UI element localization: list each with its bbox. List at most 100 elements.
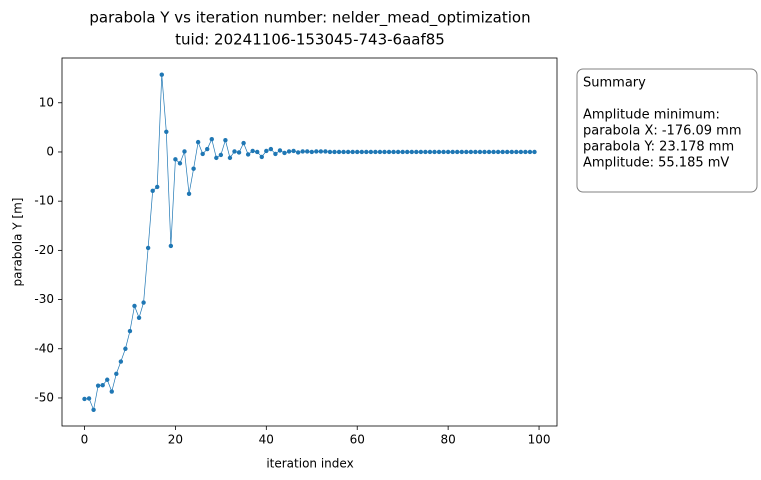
data-point <box>132 303 137 309</box>
data-point <box>127 328 133 334</box>
data-point <box>273 151 278 157</box>
data-point <box>264 148 269 154</box>
data-point <box>209 136 214 142</box>
data-point <box>509 149 514 155</box>
y-tick-label: -40 <box>34 341 54 355</box>
summary-line: parabola Y: 23.178 mm <box>583 140 734 155</box>
data-point <box>109 389 114 394</box>
data-point <box>182 149 187 154</box>
data-point <box>268 146 274 152</box>
data-point <box>223 137 228 143</box>
data-point <box>277 148 283 153</box>
data-point <box>527 149 533 155</box>
data-point <box>282 150 287 156</box>
data-point <box>82 396 87 402</box>
data-point <box>195 139 201 145</box>
data-point <box>232 149 237 154</box>
data-point <box>382 149 387 155</box>
data-point <box>214 155 219 161</box>
data-point <box>136 315 142 320</box>
data-point <box>177 161 183 166</box>
data-point <box>295 150 301 155</box>
data-point <box>486 149 492 155</box>
data-point <box>236 150 242 155</box>
data-point <box>405 149 410 155</box>
data-point <box>432 149 437 155</box>
data-point <box>386 149 392 155</box>
data-point <box>423 149 428 155</box>
data-point <box>200 151 205 157</box>
data-point <box>145 245 151 251</box>
data-point <box>155 184 160 190</box>
data-point <box>164 129 169 134</box>
data-point <box>414 149 419 155</box>
data-point <box>323 149 328 154</box>
data-point <box>400 149 405 155</box>
data-point <box>309 149 314 155</box>
data-point <box>391 149 396 155</box>
data-point <box>318 149 324 154</box>
data-point <box>305 149 310 154</box>
summary-box <box>576 68 758 193</box>
data-point <box>395 149 401 155</box>
data-point <box>241 140 246 146</box>
data-point <box>86 396 92 401</box>
data-point <box>300 149 305 154</box>
chart-title: parabola Y vs iteration number: nelder_m… <box>89 9 530 28</box>
data-point <box>345 149 351 155</box>
data-point <box>359 149 364 155</box>
chart-subtitle: tuid: 20241106-153045-743-6aaf85 <box>175 31 445 49</box>
y-tick-label: -50 <box>34 390 54 404</box>
data-point <box>441 149 446 155</box>
data-point <box>186 191 192 196</box>
data-point <box>218 152 224 158</box>
y-tick-label: 10 <box>39 95 54 109</box>
data-point <box>173 157 178 162</box>
data-point <box>91 407 96 412</box>
data-point <box>473 149 478 155</box>
data-point <box>459 149 464 155</box>
data-point <box>464 149 469 155</box>
data-point <box>123 346 128 351</box>
data-line <box>84 74 535 412</box>
data-point <box>327 149 333 155</box>
y-tick-label: 0 <box>46 144 54 158</box>
x-tick-label: 60 <box>350 433 365 447</box>
x-tick-label: 100 <box>528 433 551 447</box>
y-tick-label: -30 <box>34 292 54 306</box>
summary-line: Amplitude minimum: <box>583 108 720 123</box>
x-tick-label: 20 <box>168 433 183 447</box>
data-point <box>114 371 119 377</box>
data-point <box>373 149 378 155</box>
data-point <box>291 148 296 154</box>
x-tick-label: 0 <box>81 433 89 447</box>
data-point <box>336 149 342 155</box>
data-point <box>468 149 474 155</box>
data-point <box>314 149 319 154</box>
summary-line: Amplitude: 55.185 mV <box>583 156 729 171</box>
data-point <box>427 149 433 155</box>
data-point <box>495 149 501 155</box>
y-tick-label: -10 <box>34 194 54 208</box>
x-axis-label: iteration index <box>266 457 353 471</box>
data-point <box>227 155 233 161</box>
data-point <box>259 154 264 160</box>
data-point <box>523 149 528 155</box>
data-point <box>377 149 383 155</box>
data-point <box>491 149 496 155</box>
data-point <box>168 243 174 249</box>
data-point <box>105 377 110 382</box>
data-point <box>205 146 210 152</box>
data-point <box>436 149 442 155</box>
y-axis-label: parabola Y [m] <box>11 198 25 287</box>
data-point <box>518 149 524 155</box>
data-point <box>368 149 374 155</box>
data-point <box>364 149 369 155</box>
data-point <box>350 149 355 155</box>
data-point <box>409 149 414 155</box>
data-point <box>118 359 124 364</box>
data-point <box>482 149 487 155</box>
data-point <box>332 149 337 155</box>
data-point <box>445 149 451 155</box>
data-point <box>355 149 360 155</box>
